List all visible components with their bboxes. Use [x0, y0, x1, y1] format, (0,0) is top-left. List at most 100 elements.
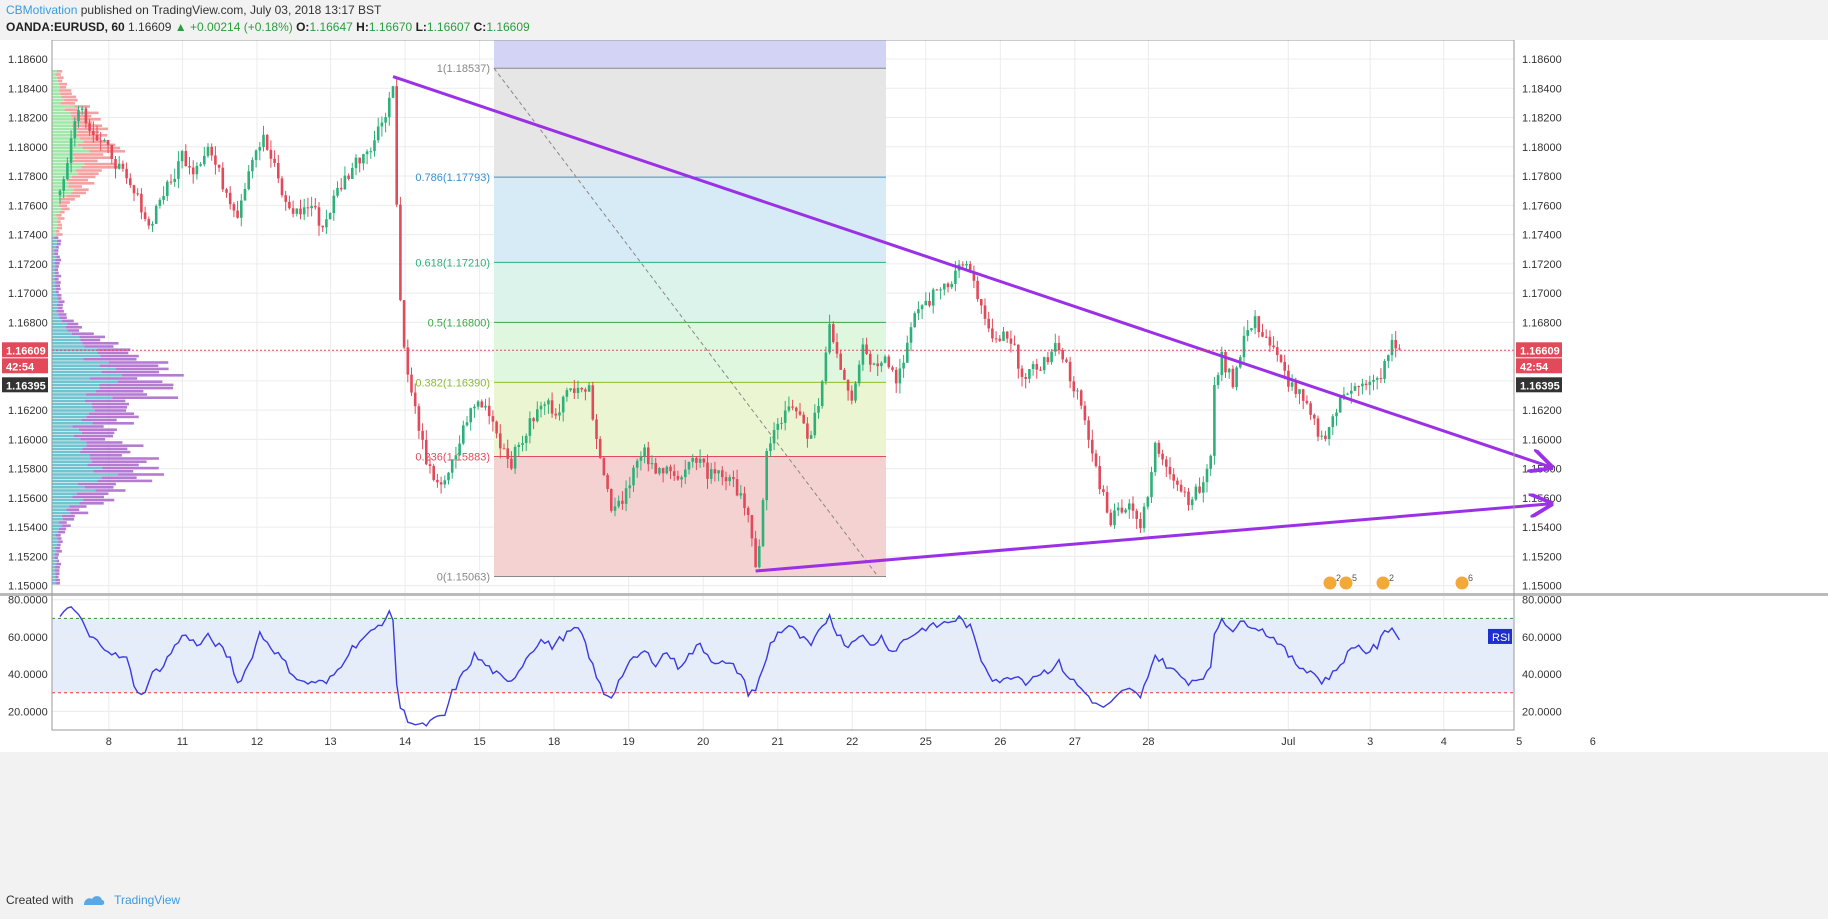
candle — [203, 146, 206, 167]
fib-level-label: 0.786(1.17793) — [415, 172, 490, 184]
volume-profile-bar — [54, 271, 59, 275]
publish-header: CBMotivation published on TradingView.co… — [6, 3, 381, 17]
price-axis-label-right: 1.17600 — [1522, 200, 1562, 212]
candle — [617, 495, 620, 509]
volume-profile-bar — [52, 354, 101, 358]
candle-body — [406, 347, 410, 375]
candle — [358, 157, 361, 173]
volume-profile-bar — [81, 431, 115, 435]
volume-profile-bar — [52, 572, 56, 575]
volume-profile-bar — [52, 242, 57, 246]
candle — [1124, 507, 1127, 514]
candle — [88, 119, 91, 136]
candle — [987, 311, 990, 333]
volume-profile-bar — [52, 137, 81, 140]
candle — [1065, 357, 1068, 364]
volume-profile-bar — [52, 351, 98, 355]
time-axis-label: 26 — [994, 736, 1006, 748]
volume-profile-bar — [52, 482, 78, 486]
candle-body — [994, 338, 998, 340]
candle-body — [1346, 393, 1349, 395]
candle-body — [384, 117, 387, 123]
chart-canvas[interactable]: 1.15000 1.15000 1.15200 1.15200 1.15400 1.154… — [0, 40, 1828, 890]
volume-profile-bar — [101, 476, 137, 479]
candle — [1375, 376, 1379, 390]
volume-profile-bar — [52, 255, 57, 259]
candle-body — [1172, 474, 1175, 481]
price-axis-label-right: 1.16000 — [1522, 434, 1562, 446]
candle — [791, 399, 794, 411]
candle — [1098, 455, 1101, 495]
volume-profile-bar — [56, 230, 60, 233]
candle-body — [632, 467, 635, 486]
candle — [706, 454, 709, 489]
candle-body — [709, 469, 713, 479]
candle — [1109, 509, 1113, 527]
candle — [1372, 374, 1375, 391]
candle-body — [1205, 468, 1209, 483]
candle — [228, 186, 232, 210]
volume-profile-bar — [52, 444, 87, 447]
volume-profile-bar — [52, 185, 69, 188]
tradingview-link[interactable]: TradingView — [114, 893, 181, 907]
author-link[interactable]: CBMotivation — [6, 3, 78, 17]
volume-profile-bar — [79, 502, 104, 505]
current-price-tag: 1.16609 — [1520, 345, 1560, 357]
candle — [595, 414, 598, 450]
candle — [288, 195, 291, 210]
event-flag-icon — [1375, 575, 1391, 591]
volume-profile-bar — [58, 300, 65, 303]
candle-body — [920, 305, 924, 310]
candle — [1150, 466, 1153, 504]
volume-profile-bar — [56, 255, 60, 259]
candle — [354, 154, 358, 176]
volume-profile-bar — [52, 303, 57, 307]
volume-profile-bar — [70, 511, 89, 515]
candle — [1194, 483, 1198, 501]
candle — [669, 464, 672, 480]
volume-profile-bar — [86, 415, 139, 419]
candle-body — [724, 477, 728, 482]
volume-profile-bar — [52, 511, 71, 515]
candle-body — [1283, 361, 1286, 371]
volume-profile-bar — [56, 214, 62, 217]
fib-zone — [494, 456, 886, 577]
candle — [310, 196, 313, 217]
candle-body — [976, 280, 979, 300]
candle — [265, 134, 269, 151]
candle — [602, 456, 606, 477]
plot-border — [51, 40, 1515, 731]
volume-profile-bar — [77, 130, 100, 134]
candle-body — [1039, 369, 1042, 371]
rsi-band — [52, 618, 1514, 693]
volume-profile-bar — [80, 338, 101, 342]
candle-body — [1279, 355, 1283, 362]
candle-body — [1387, 355, 1390, 362]
volume-profile-bar — [52, 454, 90, 457]
candle-body — [240, 200, 243, 218]
volume-profile-bar — [64, 108, 80, 111]
fib-level-label: 0.382(1.16390) — [415, 377, 490, 389]
candle-body — [1153, 442, 1157, 473]
candle-body — [1357, 386, 1360, 388]
candle-body — [1338, 397, 1342, 413]
candle-body — [806, 423, 809, 439]
candle-body — [687, 461, 691, 470]
candle-body — [654, 463, 657, 474]
candle-body — [665, 466, 669, 474]
candle-body — [151, 223, 154, 226]
candle-body — [802, 414, 805, 424]
candle — [754, 530, 757, 568]
volume-profile-bar — [52, 153, 73, 156]
symbol-name[interactable]: OANDA:EURUSD, 60 — [6, 20, 125, 34]
candle — [654, 457, 657, 475]
volume-profile-bar — [61, 95, 77, 99]
volume-profile-bar — [52, 73, 56, 76]
volume-profile-bar — [75, 169, 102, 172]
candle-body — [1305, 400, 1309, 404]
candle — [795, 406, 798, 419]
volume-profile-bar — [108, 361, 169, 364]
volume-profile-bar — [99, 364, 159, 367]
created-with-text: Created with — [6, 893, 74, 907]
volume-profile-bar — [52, 543, 57, 547]
